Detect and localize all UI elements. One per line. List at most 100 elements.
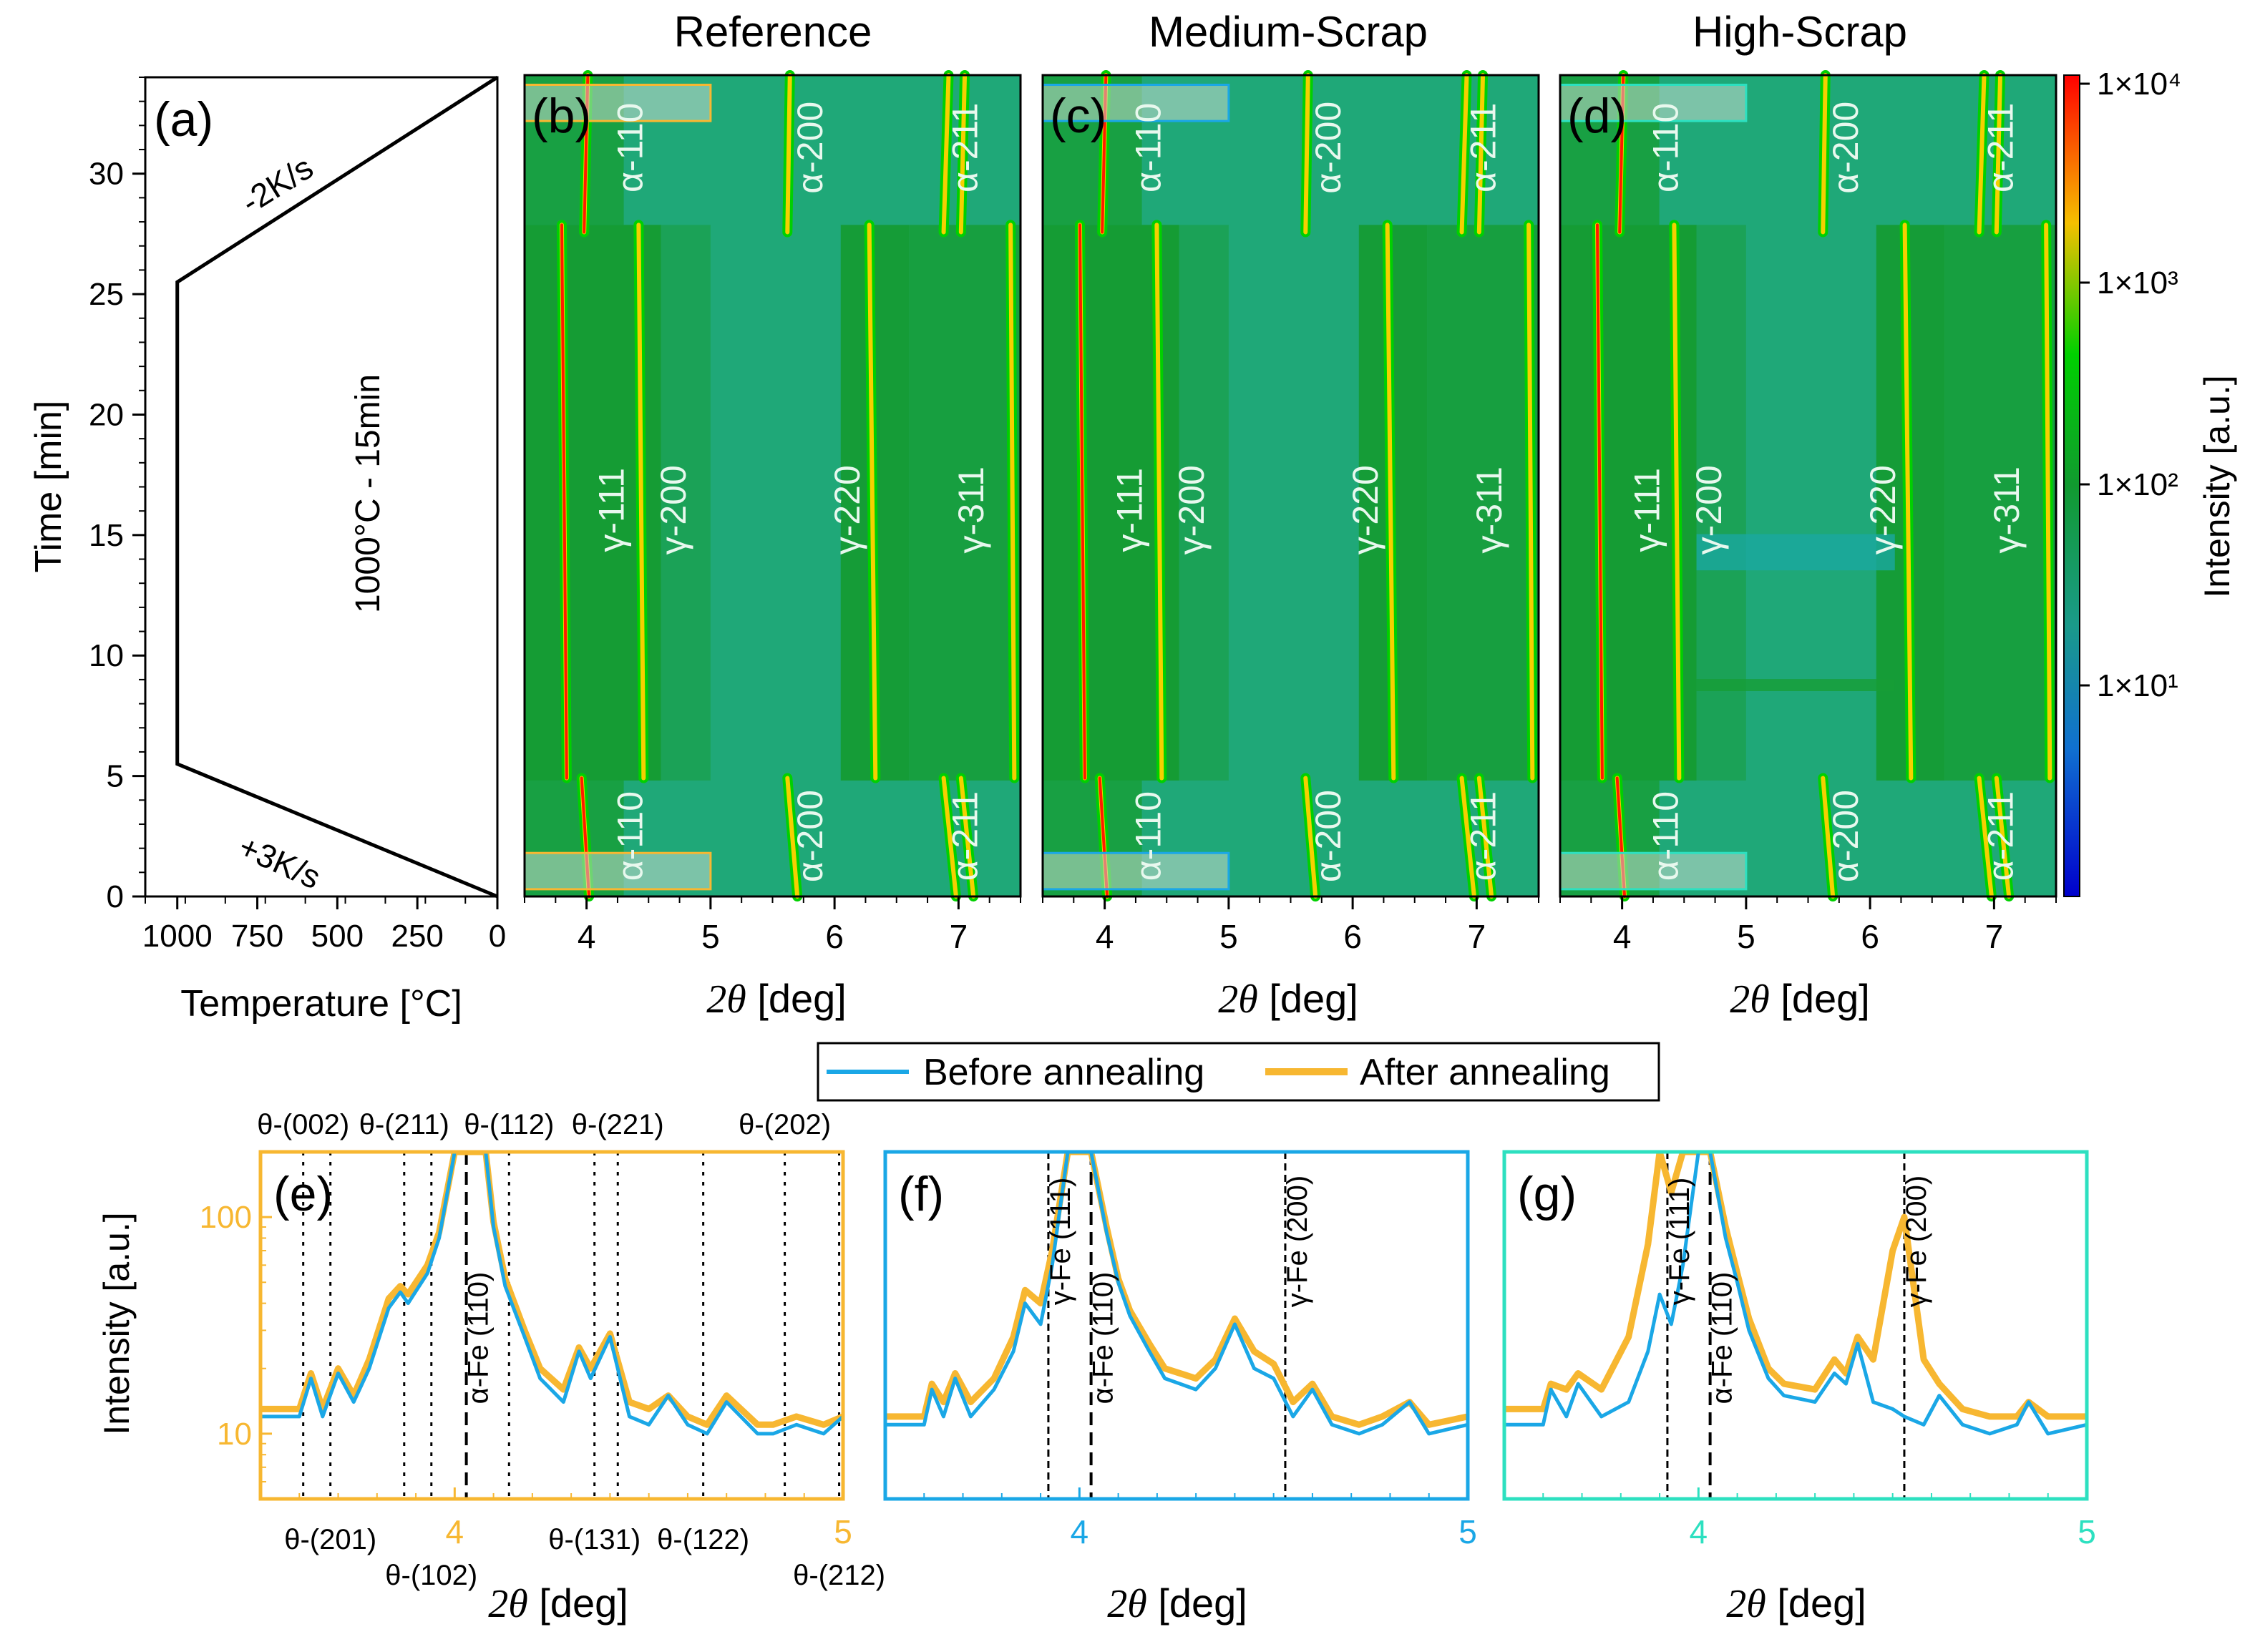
heatmap-xtick-label: 7 [1985, 918, 2004, 955]
panel-a-ytick-label: 30 [89, 157, 124, 192]
panel-b-xlabel: 2θ [deg] [706, 976, 847, 1022]
panel-a-ytick-label: 25 [89, 277, 124, 312]
spectrum-frame [1502, 1150, 2089, 1501]
heatmap-xtick-label: 4 [578, 918, 596, 955]
panel-label: (b) [532, 89, 591, 143]
heatmap-xtick-label: 7 [950, 918, 968, 955]
panel-e: (e) 4 5 10 100 θ-(002) θ-(201) θ-(211) θ-(102) α-… [200, 1109, 885, 1591]
theta-peak-label: θ-(221) [572, 1109, 664, 1140]
before-annealing-line [260, 1152, 844, 1436]
panel-a-xtick-label: 500 [311, 919, 364, 954]
panel-a-ytick-label: 15 [89, 518, 124, 553]
panel-f-xlabel: 2θ [deg] [1107, 1580, 1247, 1626]
spectrum-xtick-label: 5 [834, 1513, 852, 1550]
panel-label: (c) [1050, 89, 1106, 143]
highlight-box-bottom [1559, 851, 1748, 891]
highlight-box-bottom [523, 851, 712, 891]
title-reference: Reference [674, 8, 872, 56]
heatmap-xtick-label: 5 [1737, 918, 1755, 955]
peak-label: α-110 [1646, 103, 1686, 192]
fe-peak-label: γ-Fe (111) [1045, 1178, 1076, 1306]
peak-label: α-200 [1826, 102, 1866, 194]
before-annealing-line [885, 1152, 1469, 1436]
peak-label: γ-220 [1863, 465, 1903, 554]
peak-label: α-211 [945, 103, 985, 192]
panel-f: (f) 4 5 γ-Fe (111) α-Fe (110) γ-Fe (200) [883, 1150, 1477, 1550]
peak-label: α-110 [1129, 791, 1169, 881]
peak-label: α-211 [1463, 791, 1503, 881]
panel-label: (d) [1567, 89, 1627, 143]
heatmap-xtick-label: 6 [1343, 918, 1362, 955]
peak-label: γ-111 [1627, 468, 1667, 552]
fe-peak-label: γ-Fe (111) [1664, 1178, 1695, 1306]
panel-a-ytick-label: 0 [107, 879, 124, 914]
panel-label: (e) [273, 1167, 333, 1221]
spectrum-xtick-label: 4 [1071, 1513, 1089, 1550]
highlight-box-top [1559, 84, 1748, 122]
theta-peak-label: θ-(202) [739, 1109, 831, 1140]
panel-a-ylabel: Time [min] [28, 401, 69, 573]
peak-label: α-211 [1463, 103, 1503, 192]
fe-peak-label: α-Fe (110) [463, 1272, 495, 1404]
panel-label: (g) [1517, 1167, 1577, 1221]
theta-peak-label: θ-(122) [657, 1524, 749, 1555]
panel-a-xlabel: Temperature [°C] [180, 983, 462, 1025]
after-annealing-line [260, 1152, 844, 1428]
panel-a-frame [144, 76, 499, 898]
peak-label: α-110 [1129, 103, 1169, 192]
heatmap-xtick-label: 5 [1219, 918, 1238, 955]
fe-peak-label: γ-Fe (200) [1901, 1176, 1932, 1308]
panel-e-xlabel: 2θ [deg] [488, 1580, 628, 1626]
peak-label: γ-311 [1987, 466, 2027, 553]
fe-peak-label: α-Fe (110) [1707, 1272, 1738, 1404]
panel-a-xtick-label: 750 [231, 919, 283, 954]
title-high-scrap: High-Scrap [1693, 8, 1907, 56]
colorbar-tick-1e1: 1×10¹ [2097, 668, 2178, 703]
panel-d-xlabel: 2θ [deg] [1730, 976, 1870, 1022]
spectrum-ytick-label: 10 [217, 1417, 252, 1452]
peak-label: γ-311 [1469, 466, 1509, 553]
heatmap-xtick-label: 4 [1613, 918, 1632, 955]
colorbar-tick-1e2: 1×10² [2097, 467, 2178, 502]
panel-label: (f) [898, 1167, 944, 1221]
theta-peak-label: θ-(212) [793, 1560, 885, 1591]
panel-a-xtick-label: 250 [391, 919, 443, 954]
panel-a-ytick-label: 10 [89, 638, 124, 673]
peak-label: γ-200 [653, 465, 693, 554]
spectrum-frame [883, 1150, 1470, 1501]
peak-label: γ-111 [592, 468, 632, 552]
title-medium-scrap: Medium-Scrap [1149, 8, 1428, 56]
heatmap-xtick-label: 6 [825, 918, 844, 955]
highlight-box-bottom [1041, 851, 1230, 891]
panel-g-xlabel: 2θ [deg] [1726, 1580, 1866, 1626]
panel-a-ytick-label: 5 [107, 759, 124, 794]
colorbar-gradient [2063, 74, 2080, 897]
panel-a-xtick-label: 0 [489, 919, 506, 954]
peak-label: α-200 [1308, 790, 1348, 882]
legend-before-label: Before annealing [923, 1052, 1204, 1093]
legend-box [817, 1042, 1660, 1102]
peak-label: α-110 [610, 103, 651, 192]
spectrum-xtick-label: 5 [2078, 1513, 2096, 1550]
before-annealing-line [1504, 1152, 2088, 1436]
spectrum-xtick-label: 4 [1690, 1513, 1708, 1550]
panel-a-label: (a) [154, 92, 213, 147]
colorbar: 1×10⁴ 1×10³ 1×10² 1×10¹ Intensity [a.u.] [2063, 67, 2237, 897]
peak-label: γ-111 [1110, 468, 1150, 552]
spectrum-ytick-label: 100 [200, 1200, 252, 1235]
spectrum-frame [258, 1150, 845, 1501]
spectrum-xtick-label: 4 [446, 1513, 464, 1550]
theta-peak-label: θ-(102) [385, 1560, 477, 1591]
peak-label: α-211 [1980, 791, 2020, 881]
peak-label: α-110 [610, 791, 651, 881]
peak-label: γ-200 [1689, 465, 1729, 554]
heatmap-xtick-label: 7 [1468, 918, 1486, 955]
hold-annotation: 1000°C - 15min [349, 374, 387, 613]
legend: Before annealing After annealing [817, 1042, 1660, 1102]
peak-label: γ-220 [827, 465, 867, 554]
panel-c: α-110 α-200 α-211 γ-111 γ-200 γ-220 γ-311 α-110… [1041, 70, 1540, 955]
theta-peak-label: θ-(211) [359, 1109, 449, 1140]
theta-peak-label: θ-(112) [464, 1109, 554, 1140]
